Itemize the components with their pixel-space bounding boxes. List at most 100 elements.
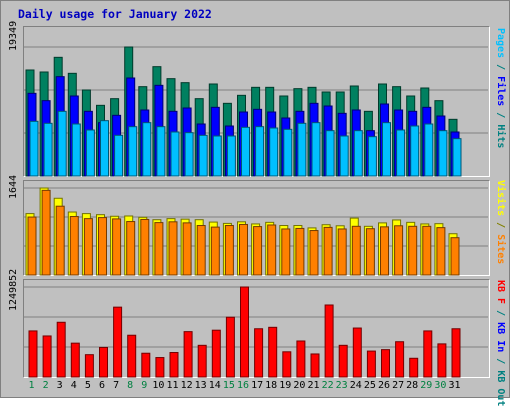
requests-bar-pages bbox=[114, 134, 124, 177]
visits-bar-sites bbox=[168, 221, 178, 276]
requests-bar-pages bbox=[410, 125, 420, 177]
visits-bar-sites bbox=[408, 225, 418, 276]
visits-bar-sites bbox=[323, 226, 333, 276]
requests-bar-pages bbox=[100, 120, 109, 177]
traffic-bar-kb-f bbox=[366, 350, 376, 378]
x-tick-label: 30 bbox=[434, 380, 447, 391]
traffic-bar-kb-f bbox=[28, 330, 38, 378]
requests-bar-pages bbox=[226, 135, 236, 177]
requests-bar-pages bbox=[156, 126, 166, 177]
traffic-bar-kb-f bbox=[225, 316, 235, 378]
x-tick-label: 14 bbox=[208, 380, 221, 391]
x-tick-label: 5 bbox=[84, 380, 91, 391]
requests-bar-pages bbox=[255, 126, 265, 177]
traffic-bar-kb-f bbox=[84, 354, 94, 378]
visits-bar-sites bbox=[351, 225, 361, 276]
visits-bar-sites bbox=[436, 227, 446, 276]
visits-bar-sites bbox=[27, 216, 37, 276]
traffic-bar-kb-f bbox=[381, 349, 390, 378]
x-tick-label: 18 bbox=[265, 380, 278, 391]
requests-bar-pages bbox=[353, 130, 363, 177]
traffic-bar-kb-f bbox=[423, 330, 433, 378]
visits-bar-sites bbox=[98, 217, 107, 276]
visits-bar-sites bbox=[295, 227, 305, 276]
visits-bar-sites bbox=[140, 218, 150, 276]
x-tick-label: 7 bbox=[113, 380, 120, 391]
visits-bar-sites bbox=[69, 216, 79, 276]
requests-bar-pages bbox=[424, 123, 434, 177]
x-tick-label: 21 bbox=[307, 380, 320, 391]
requests-bar-pages bbox=[339, 135, 349, 177]
requests-bar-pages bbox=[43, 122, 53, 177]
x-tick-label: 27 bbox=[392, 380, 405, 391]
visits-bar-sites bbox=[380, 226, 389, 276]
visits-bar-sites bbox=[55, 205, 65, 276]
visits-bar-sites bbox=[196, 225, 206, 276]
visits-bar-sites bbox=[267, 224, 277, 276]
requests-bar-pages bbox=[283, 128, 293, 177]
requests-bar-pages bbox=[438, 130, 448, 177]
traffic-bar-kb-f bbox=[268, 326, 278, 378]
requests-bar-pages bbox=[170, 131, 180, 177]
traffic-bar-kb-f bbox=[99, 346, 108, 378]
x-tick-label: 29 bbox=[420, 380, 433, 391]
visits-bar-sites bbox=[281, 228, 291, 276]
traffic-bar-kb-f bbox=[437, 343, 447, 378]
requests-bar-pages bbox=[71, 123, 81, 177]
x-tick-label: 16 bbox=[236, 380, 250, 391]
visits-bar-sites bbox=[422, 225, 432, 276]
traffic-bar-kb-f bbox=[42, 335, 52, 378]
requests-bar-pages bbox=[452, 138, 462, 177]
visits-bar-sites bbox=[112, 218, 122, 276]
traffic-bar-kb-f bbox=[113, 306, 123, 378]
requests-bar-pages bbox=[142, 122, 152, 177]
x-tick-label: 13 bbox=[194, 380, 207, 391]
requests-bar-pages bbox=[311, 122, 321, 177]
x-tick-label: 19 bbox=[279, 380, 292, 391]
requests-bar-pages bbox=[198, 134, 208, 177]
chart-title: Daily usage for January 2022 bbox=[18, 7, 212, 21]
visits-bar-sites bbox=[154, 222, 164, 276]
visits-bar-sites bbox=[126, 221, 136, 276]
x-tick-label: 2 bbox=[42, 380, 49, 391]
x-tick-label: 24 bbox=[349, 380, 362, 391]
x-tick-label: 8 bbox=[127, 380, 134, 391]
requests-bar-pages bbox=[128, 126, 138, 177]
visits-bar-sites bbox=[394, 225, 404, 276]
requests-bar-pages bbox=[297, 122, 307, 177]
traffic-bar-kb-f bbox=[324, 304, 334, 378]
requests-bar-pages bbox=[184, 132, 194, 177]
requests-bar-pages bbox=[325, 130, 335, 177]
x-tick-label: 4 bbox=[70, 380, 77, 391]
visits-bar-sites bbox=[210, 226, 220, 276]
x-tick-label: 12 bbox=[180, 380, 193, 391]
requests-bar-pages bbox=[396, 129, 406, 177]
x-tick-label: 28 bbox=[406, 380, 419, 391]
traffic-bar-kb-f bbox=[183, 331, 193, 378]
x-tick-label: 9 bbox=[141, 380, 148, 391]
traffic-bar-kb-f bbox=[395, 341, 405, 378]
traffic-bar-kb-f bbox=[211, 329, 221, 378]
traffic-bar-kb-f bbox=[338, 344, 348, 378]
visits-bar-sites bbox=[83, 218, 93, 276]
traffic-bar-kb-f bbox=[56, 321, 66, 378]
requests-bar-pages bbox=[85, 129, 95, 177]
traffic-bar-kb-f bbox=[141, 352, 151, 378]
requests-bar-pages bbox=[29, 120, 39, 177]
traffic-bar-kb-f bbox=[310, 353, 320, 378]
requests-bar-pages bbox=[382, 122, 391, 177]
x-tick-label: 26 bbox=[377, 380, 391, 391]
traffic-bar-kb-f bbox=[127, 334, 137, 378]
visits-bar-sites bbox=[253, 226, 263, 276]
visits-bar-sites bbox=[337, 228, 347, 276]
visits-bar-sites bbox=[450, 237, 460, 276]
x-tick-label: 11 bbox=[166, 380, 179, 391]
visits-bar-sites bbox=[365, 228, 375, 276]
x-tick-label: 3 bbox=[56, 380, 63, 391]
x-tick-label: 17 bbox=[251, 380, 264, 391]
traffic-bar-kb-f bbox=[197, 344, 207, 378]
traffic-bar-kb-f bbox=[254, 328, 264, 378]
requests-bar-pages bbox=[367, 136, 377, 177]
traffic-bar-kb-f bbox=[409, 357, 419, 378]
